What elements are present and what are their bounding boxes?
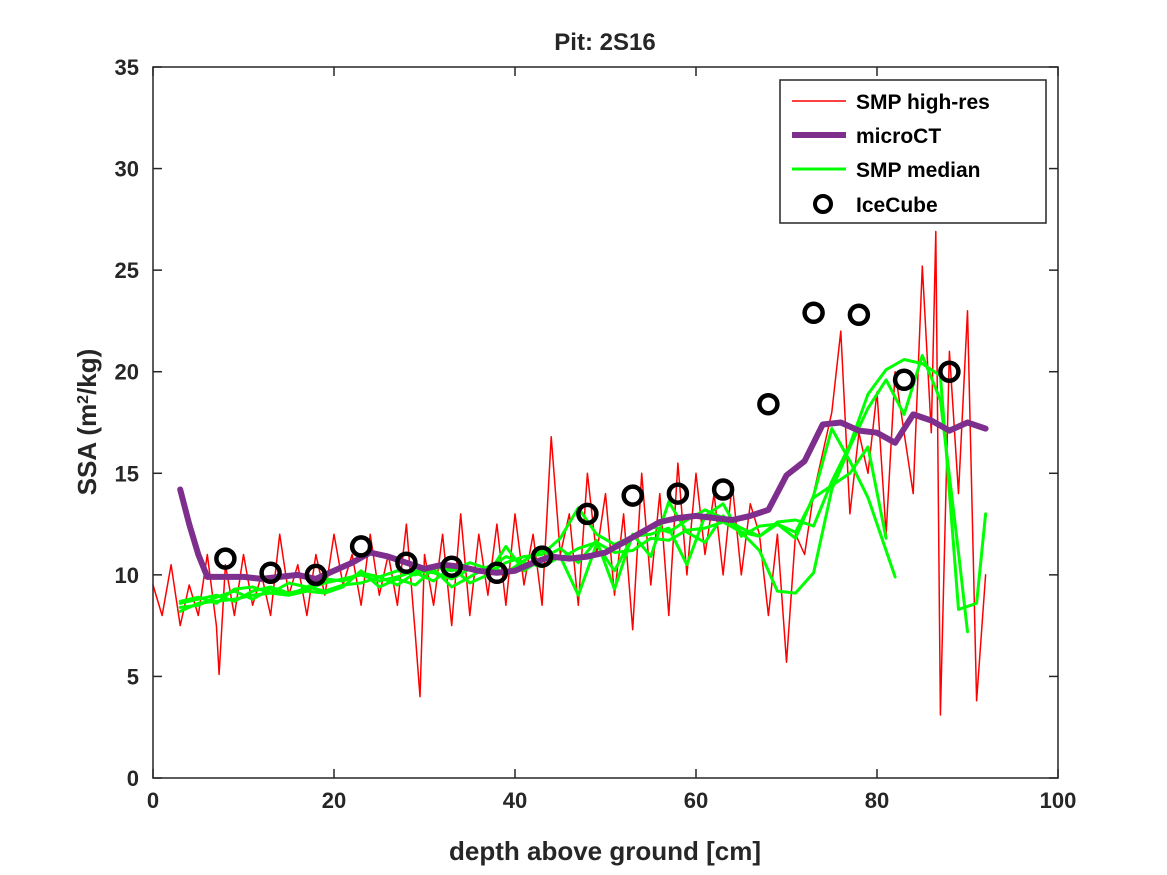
data-point-icecube (485, 561, 509, 585)
x-axis-label: depth above ground [cm] (449, 836, 761, 866)
series-line-microct-1 (177, 411, 989, 582)
y-tick-label: 25 (115, 258, 139, 283)
y-tick-label: 30 (115, 157, 139, 182)
data-point-icecube (576, 502, 599, 526)
legend-swatch-icecube (813, 194, 833, 214)
axes-box (152, 66, 1059, 779)
ticks-layer: 0 20 40 60 80 100 0 5 10 15 20 25 30 35 (115, 55, 1077, 813)
data-point-icecube (395, 551, 418, 574)
data-point-icecube (666, 482, 690, 505)
legend: SMP high-res microCT SMP median IceCube (779, 79, 1047, 224)
x-tick-label: 60 (684, 788, 708, 813)
x-tick-label: 80 (865, 788, 889, 813)
legend-box (779, 79, 1047, 224)
data-point-icecube (757, 392, 780, 416)
series-line-smp-median-2 (178, 358, 988, 613)
data-point-icecube (847, 303, 871, 327)
y-axis-label-end: /kg) (72, 349, 102, 395)
data-point-icecube (621, 484, 644, 507)
y-tick-label: 35 (115, 55, 139, 80)
legend-label-icecube: IceCube (856, 194, 938, 217)
y-tick-label: 20 (115, 360, 139, 385)
x-tick-label: 100 (1040, 788, 1077, 813)
legend-label-smp-median: SMP median (856, 159, 980, 182)
data-point-icecube (349, 535, 373, 558)
y-tick-label: 10 (115, 563, 139, 588)
x-tick-label: 20 (322, 788, 346, 813)
y-axis-label-main: SSA (m (72, 404, 102, 496)
legend-label-smp-high-res: SMP high-res (856, 91, 990, 114)
chart-title: Pit: 2S16 (554, 29, 655, 56)
data-point-icecube (304, 563, 328, 587)
data-point-icecube (802, 301, 825, 325)
series-layer (152, 230, 989, 716)
series-line-smp-median-4 (178, 354, 969, 634)
data-point-icecube (938, 360, 961, 383)
x-tick-label: 0 (147, 788, 159, 813)
x-tick-label: 40 (503, 788, 527, 813)
data-point-icecube (711, 478, 735, 501)
data-point-icecube (214, 547, 237, 570)
y-tick-label: 15 (115, 461, 139, 486)
data-point-icecube (440, 555, 463, 578)
legend-label-microct: microCT (856, 125, 941, 148)
data-point-icecube (892, 368, 916, 392)
data-point-icecube (259, 561, 282, 585)
y-axis-label: SSA (m2/kg) (72, 349, 102, 496)
y-axis-label-superscript: 2 (75, 395, 92, 404)
y-tick-label: 5 (127, 664, 139, 689)
y-tick-label: 0 (127, 766, 139, 791)
data-point-icecube (530, 545, 554, 568)
